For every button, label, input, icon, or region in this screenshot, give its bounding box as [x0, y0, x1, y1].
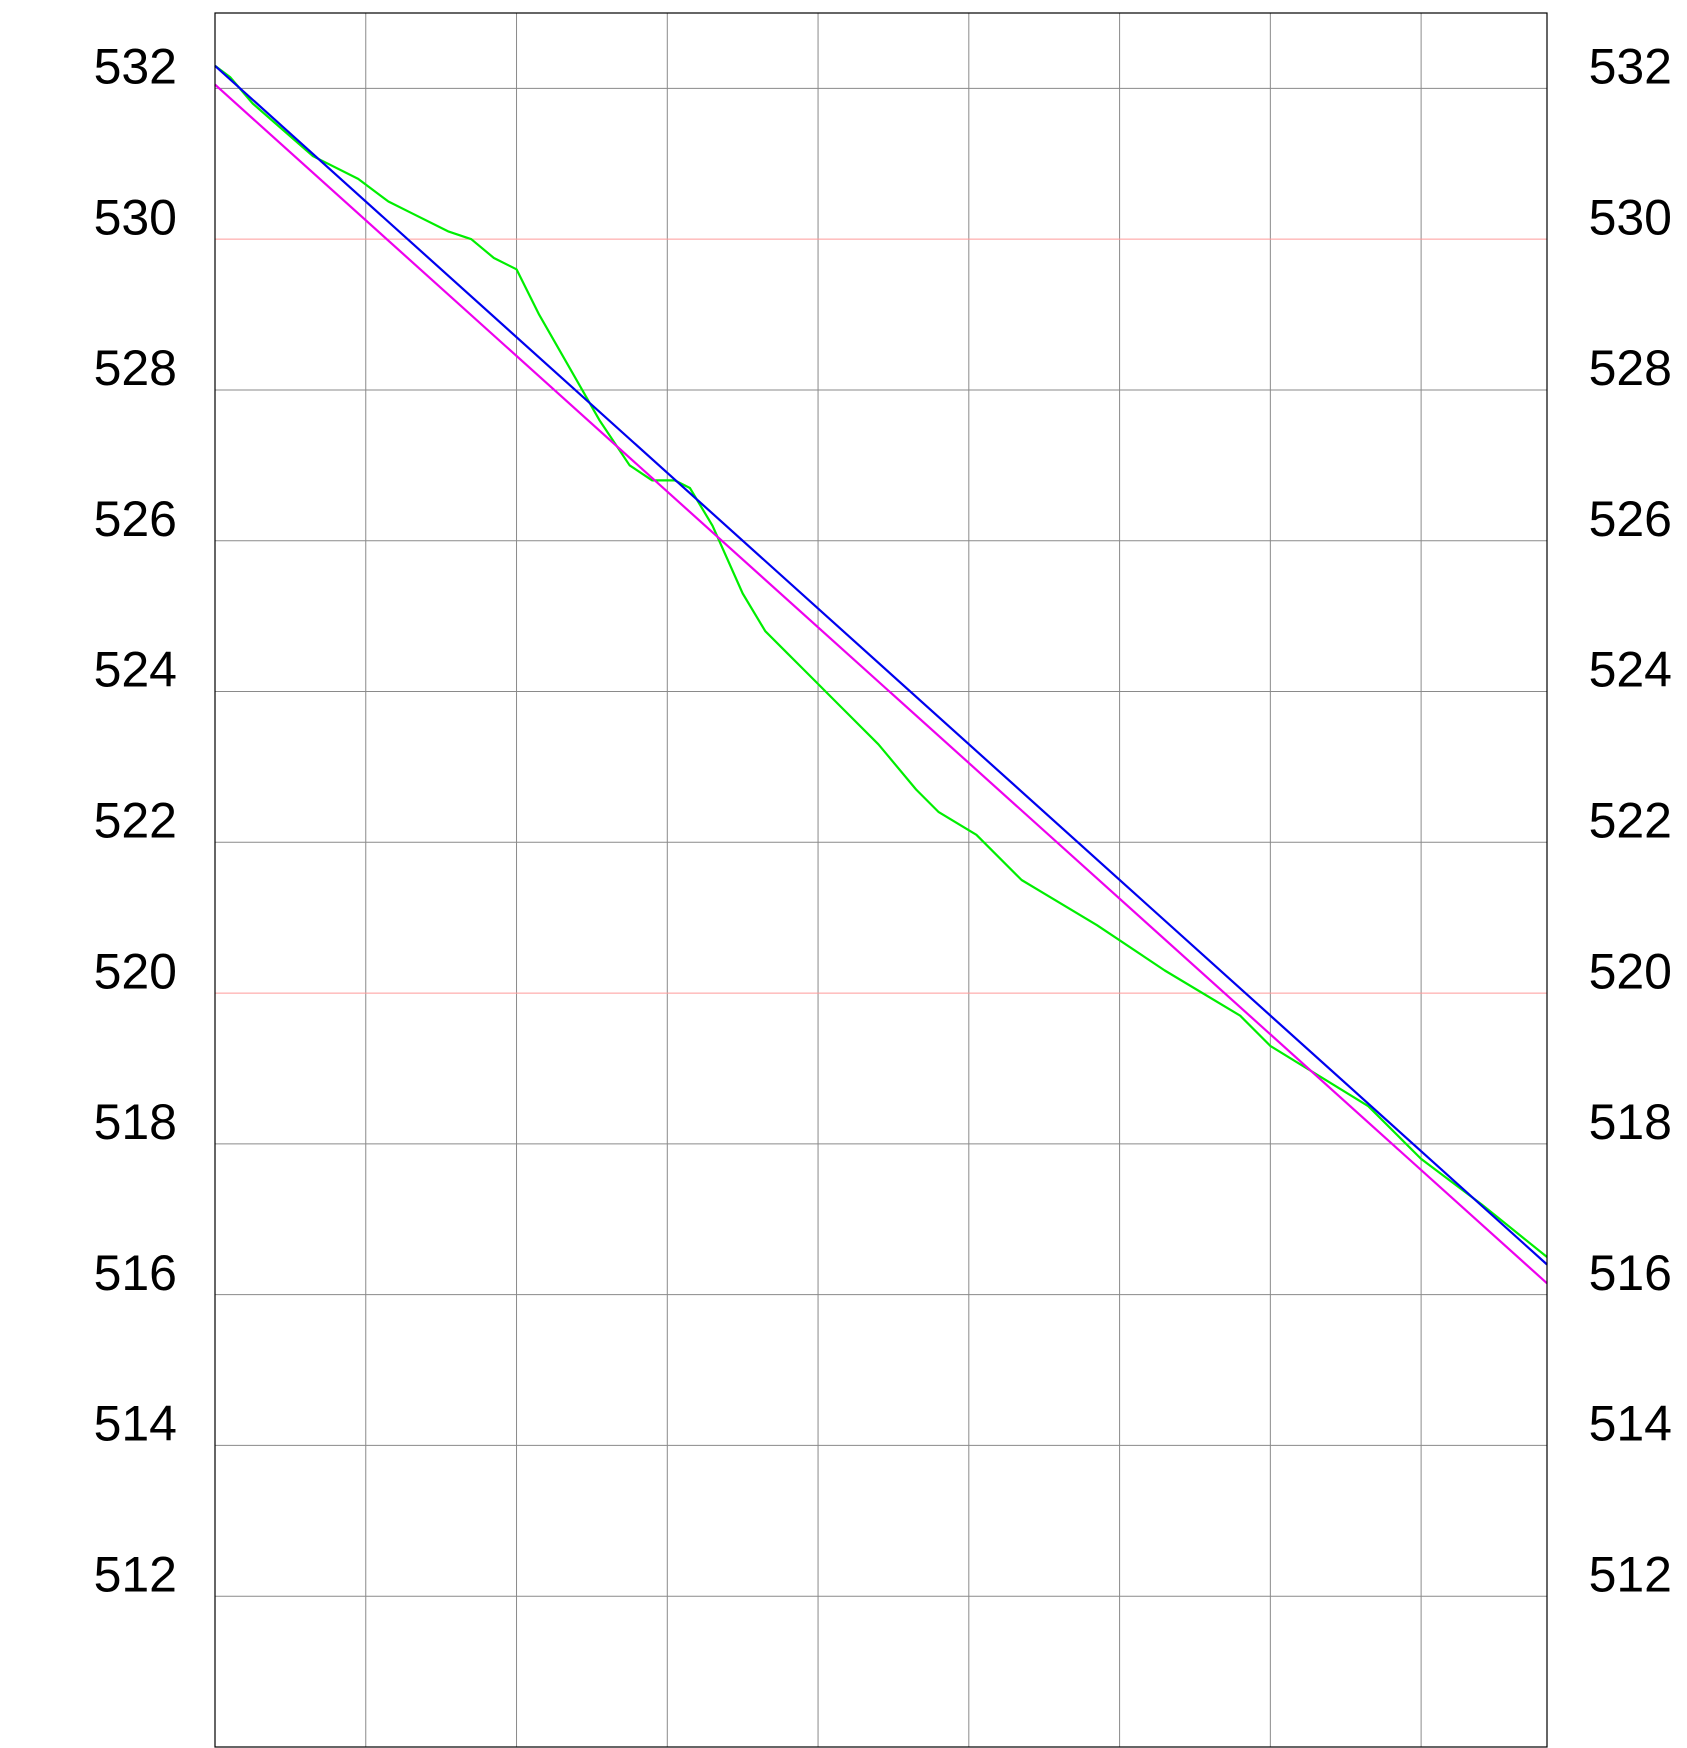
y-tick-label-right: 524 [1589, 642, 1672, 698]
y-tick-label-left: 520 [94, 943, 177, 999]
y-tick-label-right: 528 [1589, 340, 1672, 396]
y-tick-label-right: 520 [1589, 943, 1672, 999]
y-tick-label-left: 524 [94, 642, 177, 698]
y-axis-right-labels: 512 514 516 518 520 522 524 526 528 530 532 [1589, 39, 1672, 1603]
series-line-3 [214, 83, 1548, 1285]
y-tick-label-left: 528 [94, 340, 177, 396]
series-line-2 [214, 64, 1548, 1266]
y-tick-label-left: 514 [94, 1396, 177, 1452]
gridlines [215, 13, 1547, 1747]
y-tick-label-left: 522 [94, 793, 177, 849]
y-tick-label-right: 522 [1589, 793, 1672, 849]
plot-border [214, 12, 1548, 1748]
plot-frame [214, 12, 1548, 1748]
series-lines [214, 64, 1548, 1285]
y-tick-label-left: 518 [94, 1094, 177, 1150]
y-tick-label-right: 526 [1589, 491, 1672, 547]
series-line-1 [214, 64, 1548, 1258]
y-tick-label-left: 532 [94, 39, 177, 95]
y-tick-label-right: 516 [1589, 1245, 1672, 1301]
y-tick-label-left: 512 [94, 1546, 177, 1602]
y-tick-label-right: 512 [1589, 1546, 1672, 1602]
y-tick-label-right: 532 [1589, 39, 1672, 95]
y-tick-label-right: 518 [1589, 1094, 1672, 1150]
y-tick-label-left: 526 [94, 491, 177, 547]
y-tick-label-right: 530 [1589, 189, 1672, 245]
y-tick-label-left: 530 [94, 189, 177, 245]
y-tick-label-right: 514 [1589, 1396, 1672, 1452]
y-axis-left-labels: 512 514 516 518 520 522 524 526 528 530 532 [94, 39, 177, 1603]
y-tick-label-left: 516 [94, 1245, 177, 1301]
